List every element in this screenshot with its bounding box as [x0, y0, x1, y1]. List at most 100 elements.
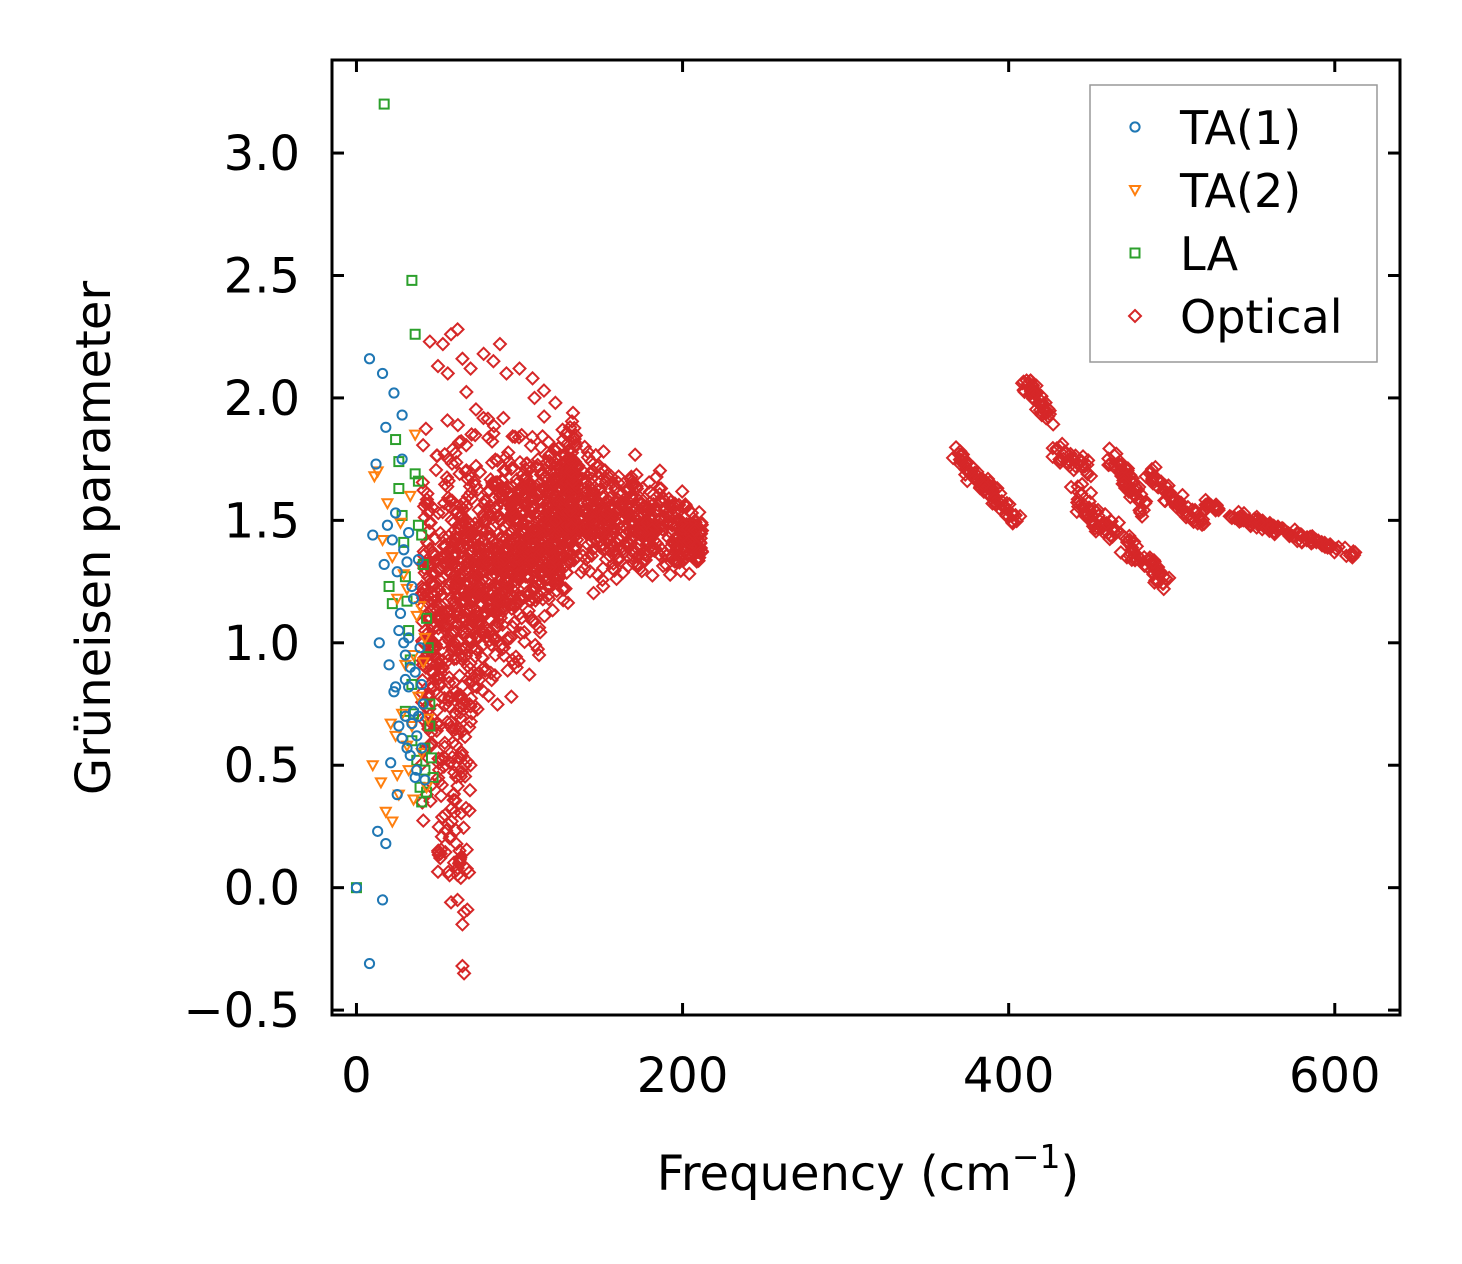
data-point — [517, 496, 533, 512]
legend-item: LA — [1129, 227, 1239, 281]
data-point — [495, 617, 510, 633]
data-point — [363, 957, 376, 970]
data-point — [543, 446, 559, 462]
data-point — [605, 519, 621, 535]
data-point — [458, 464, 473, 480]
data-point — [472, 614, 488, 630]
data-point — [471, 665, 487, 681]
data-point — [613, 553, 629, 569]
data-point — [498, 483, 514, 498]
data-point — [452, 641, 468, 657]
data-point — [483, 472, 499, 487]
data-point — [627, 447, 643, 463]
data-point — [396, 409, 408, 421]
legend-marker — [1127, 308, 1143, 324]
x-tick-label: 400 — [963, 1048, 1055, 1104]
data-point — [442, 493, 458, 509]
data-point — [1158, 478, 1173, 494]
data-point — [498, 539, 514, 554]
data-point — [485, 475, 500, 491]
data-point — [416, 657, 431, 670]
data-point — [577, 439, 593, 455]
data-point — [562, 419, 578, 435]
data-point — [609, 571, 624, 587]
data-point — [677, 497, 693, 512]
data-point — [560, 595, 576, 611]
data-point — [536, 547, 552, 563]
data-point — [468, 458, 484, 474]
data-point — [441, 699, 457, 714]
data-point — [564, 521, 580, 537]
data-point — [484, 434, 500, 449]
data-point — [1106, 524, 1122, 540]
data-point — [1169, 495, 1185, 511]
data-point — [421, 713, 435, 726]
data-point — [456, 904, 472, 920]
data-point — [527, 637, 543, 653]
data-point — [485, 628, 500, 644]
data-point — [442, 543, 457, 559]
data-point — [524, 552, 540, 568]
data-point — [461, 865, 477, 880]
data-point — [414, 642, 426, 654]
data-point — [1034, 398, 1050, 414]
data-point — [679, 499, 694, 515]
data-point — [559, 564, 575, 580]
data-point — [563, 498, 579, 513]
data-point — [644, 568, 660, 583]
data-point — [624, 474, 640, 489]
data-point — [471, 551, 487, 567]
data-point — [409, 468, 421, 480]
data-point — [378, 98, 390, 110]
data-point — [624, 512, 640, 528]
data-point — [394, 607, 407, 620]
data-point — [446, 757, 462, 772]
data-point — [545, 516, 561, 532]
data-point — [393, 720, 405, 732]
data-point — [482, 612, 498, 627]
data-point — [418, 632, 432, 645]
data-point — [454, 544, 470, 560]
data-point — [564, 414, 580, 429]
data-point — [1145, 554, 1161, 570]
data-point — [439, 630, 455, 646]
data-point — [632, 525, 648, 541]
data-point — [430, 358, 446, 374]
data-point — [462, 782, 478, 798]
data-point — [536, 409, 552, 424]
data-point — [594, 536, 610, 552]
data-point — [1052, 455, 1068, 470]
data-point — [376, 894, 389, 906]
data-point — [455, 351, 470, 367]
data-point — [482, 632, 498, 648]
data-point — [419, 654, 435, 670]
data-point — [401, 556, 413, 568]
data-point — [1083, 485, 1099, 501]
data-point — [475, 683, 491, 699]
data-point — [1156, 493, 1172, 508]
series-ta-2 — [366, 429, 435, 829]
x-axis-label-main: Frequency (cm — [657, 1146, 1012, 1202]
data-point — [1107, 460, 1123, 475]
data-point — [376, 367, 389, 380]
data-point — [440, 864, 456, 880]
data-point — [450, 321, 465, 337]
data-point — [1198, 492, 1214, 508]
data-point — [396, 509, 408, 521]
data-point — [466, 540, 482, 556]
data-point — [586, 541, 602, 556]
data-point — [521, 603, 537, 619]
data-point — [478, 512, 494, 528]
data-point — [693, 530, 709, 546]
data-point — [436, 759, 452, 775]
data-point — [1112, 525, 1128, 541]
data-point — [519, 456, 535, 471]
data-point — [586, 514, 602, 530]
data-point — [952, 443, 968, 459]
data-point — [525, 489, 541, 505]
data-point — [1102, 456, 1118, 472]
data-point — [447, 639, 463, 655]
data-point — [415, 813, 431, 828]
data-point — [443, 714, 459, 730]
data-point — [487, 632, 502, 648]
